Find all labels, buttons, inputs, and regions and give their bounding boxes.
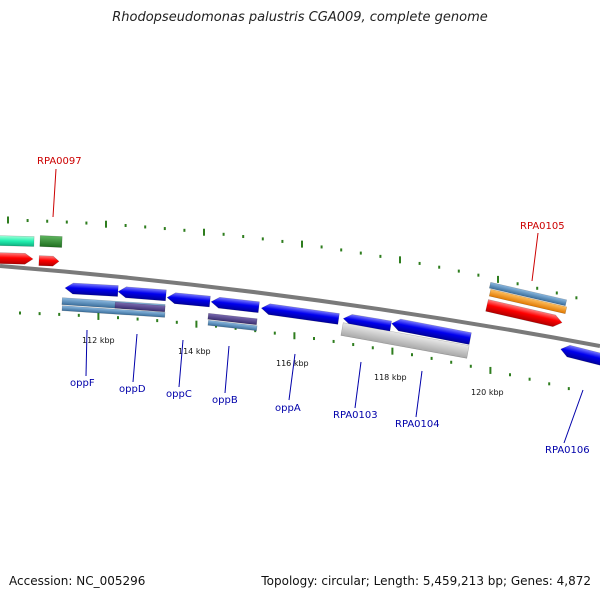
kbp-marker-label: 116 kbp [276,359,309,368]
tick-marks-top [7,216,578,300]
cds-RPA0104 [391,318,472,345]
gene-label-oppb: oppB [212,395,238,406]
domain-steel-oppB [207,319,258,332]
cds-green [39,235,63,248]
kbp-marker-label: 118 kbp [374,373,407,382]
cds-red-small [38,255,60,267]
gene-label-leader-line [563,389,584,444]
kbp-marker-label: 120 kbp [471,388,504,397]
gene-label-rpa0103: RPA0103 [333,410,378,421]
gene-label-oppd: oppD [119,384,146,395]
gene-label-leader-line [224,345,230,394]
kbp-marker-label: 114 kbp [178,347,211,356]
domain-steel-2 [61,305,166,318]
gene-label-leader-line [354,361,362,409]
cds-oppD [117,286,167,302]
gene-label-leader-line [132,333,138,383]
domain-steel-RPA0105 [489,281,567,307]
genome-title: Rhodopseudomonas palustris CGA009, compl… [112,10,488,25]
genome-summary-text: Topology: circular; Length: 5,459,213 bp… [261,574,591,588]
gene-label-oppa: oppA [275,403,301,414]
kbp-markers: 112 kbp 114 kbp 116 kbp 118 kbp 120 kbp [82,336,504,397]
gene-label-leader-line [178,339,184,388]
domain-orange-RPA0105 [488,289,568,314]
cds-oppB [210,296,260,313]
gene-label-rpa0097: RPA0097 [37,156,82,167]
tick-marks-bottom [19,311,570,391]
gene-label-rpa0106: RPA0106 [545,445,590,456]
genome-backbone [0,264,600,348]
kbp-marker-label: 112 kbp [82,336,115,345]
gene-label-rpa0105: RPA0105 [520,221,565,232]
gene-label-leader-line [85,329,88,377]
cds-oppC [166,292,211,308]
gene-label-oppc: oppC [166,389,192,400]
domain-purple-oppB [207,312,258,326]
accession-text: Accession: NC_005296 [9,574,146,588]
gene-label-leader-line [288,353,296,401]
gene-label-oppf: oppF [70,378,95,389]
domain-grey [340,322,470,359]
cds-RPA0105 [485,299,563,327]
cds-RPA0106 [560,344,600,368]
cds-oppF [64,282,119,297]
gene-label-rpa0104: RPA0104 [395,419,440,430]
gene-features [0,235,600,368]
cds-oppA [260,303,340,325]
gene-label-leader-line [52,168,57,218]
gene-label-leader-line [531,232,539,282]
cds-red-left [0,252,34,265]
domain-purple-oppD [114,301,166,313]
cds-cyan [0,235,35,247]
gene-labels: RPA0097 RPA0105 oppF oppD oppC oppB oppA RPA010… [37,156,590,456]
gene-label-leader-line [415,370,423,418]
